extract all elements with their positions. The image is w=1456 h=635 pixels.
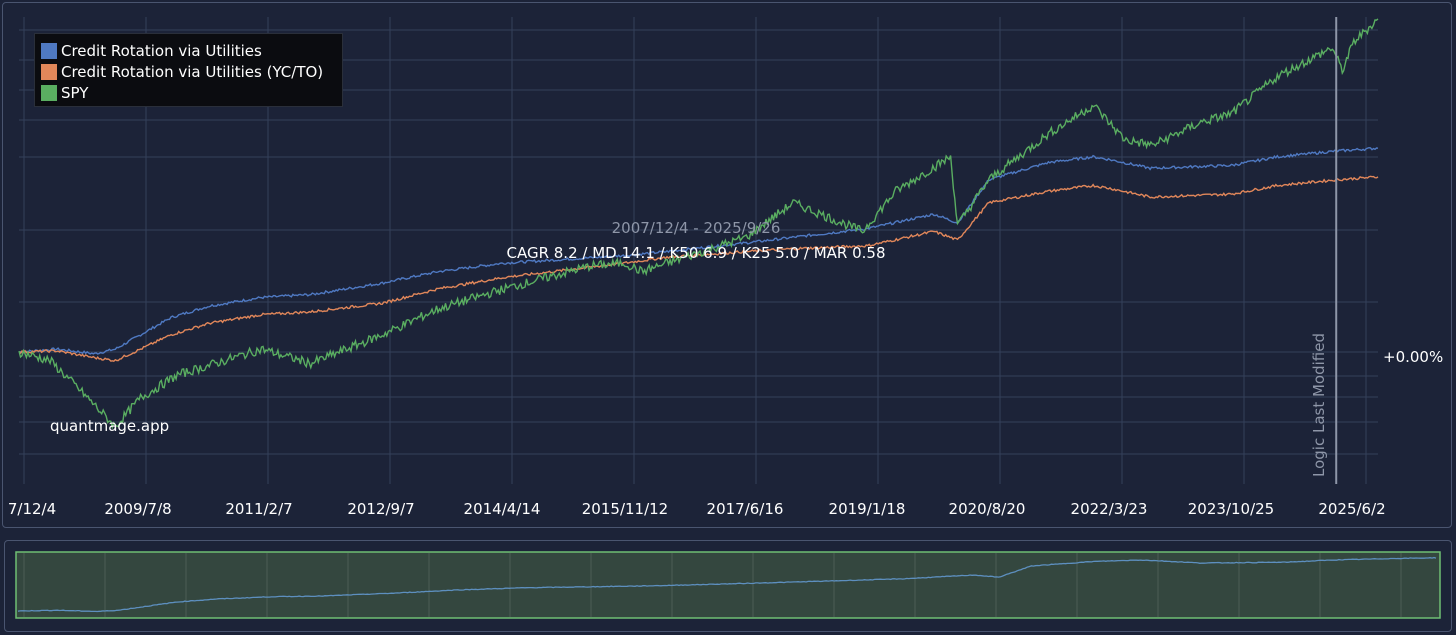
marker-layer: Logic Last Modified (1310, 17, 1338, 484)
x-tick-label: 7/12/4 (8, 500, 56, 518)
legend-swatch (41, 42, 57, 59)
range-navigator-panel[interactable] (4, 540, 1452, 632)
stats-label: CAGR 8.2 / MD 14.1 / K50 6.9 / K25 5.0 /… (506, 244, 885, 262)
series-layer (18, 18, 1379, 430)
legend: Credit Rotation via Utilities Credit Rot… (34, 33, 343, 107)
x-tick-label: 2022/3/23 (1071, 500, 1148, 518)
date-range-label: 2007/12/4 - 2025/9/26 (612, 219, 781, 237)
x-tick-label: 2019/1/18 (829, 500, 906, 518)
x-tick-label: 2014/4/14 (464, 500, 541, 518)
range-navigator-svg[interactable] (4, 540, 1452, 632)
series-line-1 (18, 175, 1379, 362)
logic-last-modified-label: Logic Last Modified (1310, 333, 1328, 477)
x-tick-label: 2012/9/7 (347, 500, 414, 518)
legend-swatch (41, 84, 57, 101)
main-chart-panel[interactable]: Logic Last Modified 2007/12/4 - 2025/9/2… (2, 2, 1452, 528)
watermark-label: quantmage.app (50, 417, 169, 435)
legend-item[interactable]: Credit Rotation via Utilities (41, 40, 342, 61)
legend-label: SPY (61, 83, 89, 102)
legend-item[interactable]: Credit Rotation via Utilities (YC/TO) (41, 61, 342, 82)
baseline-percent-label: +0.00% (1383, 348, 1443, 366)
legend-item[interactable]: SPY (41, 82, 342, 103)
navigator-selection[interactable] (15, 551, 1441, 619)
series-line-0 (18, 146, 1379, 355)
x-tick-label: 2015/11/12 (582, 500, 668, 518)
series-line-2 (18, 18, 1379, 430)
main-chart-svg[interactable]: Logic Last Modified 2007/12/4 - 2025/9/2… (2, 2, 1452, 528)
x-tick-label: 2017/6/16 (707, 500, 784, 518)
grid-layer (19, 17, 1378, 484)
legend-swatch (41, 63, 57, 80)
navigator-series-line (17, 556, 1437, 613)
x-tick-label: 2011/2/7 (225, 500, 292, 518)
x-tick-label: 2023/10/25 (1188, 500, 1274, 518)
legend-label: Credit Rotation via Utilities (YC/TO) (61, 62, 324, 81)
legend-label: Credit Rotation via Utilities (61, 41, 262, 60)
x-axis-ticks: 7/12/4 2009/7/8 2011/2/7 2012/9/7 2014/4/14 2… (8, 500, 1386, 518)
x-tick-label: 2009/7/8 (104, 500, 171, 518)
x-tick-label: 2020/8/20 (949, 500, 1026, 518)
label-layer: 2007/12/4 - 2025/9/26 CAGR 8.2 / MD 14.1… (50, 219, 1443, 435)
x-tick-label: 2025/6/2 (1318, 500, 1385, 518)
